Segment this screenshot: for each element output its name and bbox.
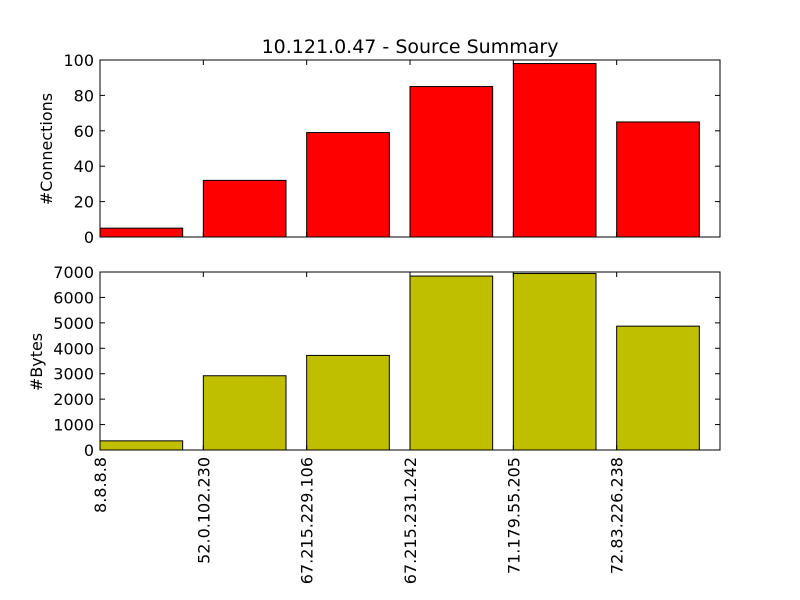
connections-y-tick-label: 20: [74, 193, 94, 212]
x-tick-label: 67.215.229.106: [298, 457, 317, 584]
bytes-y-tick-label: 5000: [53, 314, 94, 333]
connections-bar: [512, 63, 597, 238]
chart-title: 10.121.0.47 - Source Summary: [262, 36, 559, 58]
connections-panel: 0 20 40 60 80 100: [63, 51, 721, 247]
bytes-y-tick-label: 1000: [53, 416, 94, 435]
bytes-y-tick-label: 0: [84, 441, 94, 460]
connections-y-tick-label: 60: [74, 122, 94, 141]
bytes-y-tick-label: 2000: [53, 390, 94, 409]
connections-y-tick-label: 0: [84, 228, 94, 247]
bytes-y-axis-label: #Bytes: [27, 333, 46, 391]
bytes-y-tick-label: 3000: [53, 365, 94, 384]
x-tick-label: 8.8.8.8: [91, 457, 110, 513]
bytes-y-tick-label: 6000: [53, 288, 94, 307]
bytes-bar: [616, 325, 700, 451]
connections-bar: [202, 179, 287, 238]
connections-y-tick-label: 40: [74, 157, 94, 176]
bytes-bar: [512, 273, 597, 451]
bytes-bar: [202, 375, 287, 451]
bytes-panel: 0 1000 2000 3000 4000 5000 6000 7000: [53, 263, 721, 460]
bytes-y-tick-label: 7000: [53, 263, 94, 282]
bytes-bar: [306, 354, 390, 451]
bytes-bar: [99, 440, 184, 451]
connections-bar: [306, 132, 390, 238]
x-tick-label: 67.215.231.242: [401, 457, 420, 584]
x-tick-labels: 8.8.8.8 52.0.102.230 67.215.229.106 67.215.…: [91, 457, 627, 584]
x-tick-label: 52.0.102.230: [194, 457, 213, 564]
x-tick-label: 72.83.226.238: [608, 457, 627, 574]
connections-y-tick-label: 80: [74, 86, 94, 105]
connections-bar: [409, 86, 494, 238]
connections-y-tick-label: 100: [63, 51, 94, 70]
connections-bar: [99, 227, 184, 238]
bytes-y-tick-label: 4000: [53, 339, 94, 358]
connections-y-axis-label: #Connections: [37, 93, 56, 205]
connections-bar: [616, 121, 700, 238]
x-tick-label: 71.179.55.205: [504, 457, 523, 574]
bytes-bar: [409, 275, 494, 451]
